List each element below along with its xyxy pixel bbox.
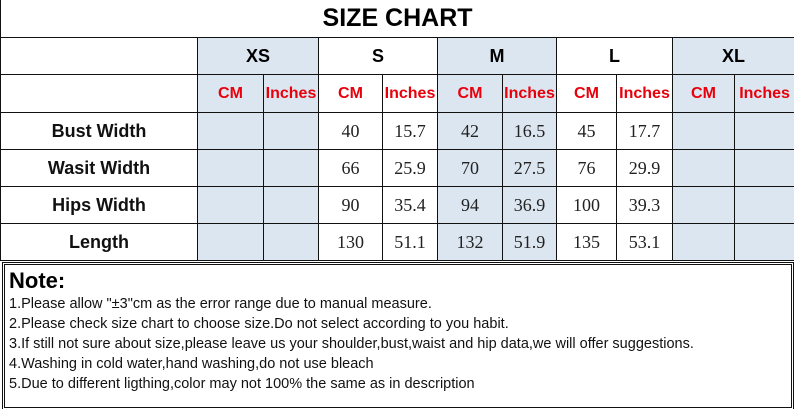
size-table: SIZE CHART XS S M L XL CM Inches CM Inches CM Inc… [0,0,794,261]
corner-cell [0,37,198,75]
measurement-value: 90 [318,186,383,224]
measurement-value [263,149,319,187]
measurement-value [197,149,264,187]
size-header-xs: XS [197,37,319,75]
measurement-value: 40 [318,112,383,150]
table-row: Length 130 51.1 132 51.9 135 53.1 [0,223,794,261]
measurement-label: Hips Width [0,186,198,224]
table-row: Bust Width 40 15.7 42 16.5 45 17.7 [0,112,794,150]
measurement-value: 66 [318,149,383,187]
measurement-value: 16.5 [502,112,557,150]
note-box: Note: 1.Please allow "±3"cm as the error… [2,262,794,409]
size-header-l: L [556,37,673,75]
measurement-value [733,112,794,150]
measurement-value [263,223,319,261]
unit-header-inches: Inches [502,74,557,113]
measurement-value: 132 [437,223,503,261]
note-heading: Note: [9,268,66,293]
measurement-value: 42 [437,112,503,150]
unit-header-inches: Inches [263,74,319,113]
measurement-value: 135 [556,223,617,261]
measurement-value [197,223,264,261]
size-header-m: M [437,37,557,75]
measurement-value: 15.7 [382,112,438,150]
note-line: 3.If still not sure about size,please le… [9,336,694,352]
measurement-label: Length [0,223,198,261]
measurement-value: 27.5 [502,149,557,187]
unit-header-cm: CM [437,74,503,113]
measurement-value: 35.4 [382,186,438,224]
measurement-value: 39.3 [616,186,673,224]
measurement-value [672,223,735,261]
note-line: 2.Please check size chart to choose size… [9,316,509,332]
size-header-s: S [318,37,438,75]
measurement-value: 70 [437,149,503,187]
unit-header-inches: Inches [616,74,673,113]
measurement-value [197,112,264,150]
measurement-value: 51.1 [382,223,438,261]
measurement-value: 45 [556,112,617,150]
chart-title: SIZE CHART [0,0,794,38]
measurement-value: 53.1 [616,223,673,261]
unit-header-inches: Inches [733,74,794,113]
measurement-value: 51.9 [502,223,557,261]
size-header-xl: XL [671,37,794,75]
measurement-label: Bust Width [0,112,198,150]
note-line: 1.Please allow "±3"cm as the error range… [9,296,432,312]
unit-header-cm: CM [197,74,264,113]
measurement-value: 29.9 [616,149,673,187]
measurement-value [733,149,794,187]
measurement-value [263,112,319,150]
measurement-value [672,112,735,150]
unit-header-cm: CM [556,74,617,113]
measurement-value: 94 [437,186,503,224]
measurement-value: 130 [318,223,383,261]
table-row: Wasit Width 66 25.9 70 27.5 76 29.9 [0,149,794,187]
measurement-value [733,223,794,261]
measurement-value: 76 [556,149,617,187]
measurement-value: 100 [556,186,617,224]
corner-cell [0,74,198,113]
measurement-value: 25.9 [382,149,438,187]
unit-header-cm: CM [318,74,383,113]
measurement-value [263,186,319,224]
measurement-value [197,186,264,224]
measurement-value [672,149,735,187]
unit-header-cm: CM [672,74,735,113]
unit-header-inches: Inches [382,74,438,113]
measurement-value: 36.9 [502,186,557,224]
measurement-value [733,186,794,224]
note-line: 5.Due to different ligthing,color may no… [9,376,475,392]
table-row: Hips Width 90 35.4 94 36.9 100 39.3 [0,186,794,224]
measurement-value [672,186,735,224]
measurement-label: Wasit Width [0,149,198,187]
measurement-value: 17.7 [616,112,673,150]
note-line: 4.Washing in cold water,hand washing,do … [9,356,374,372]
